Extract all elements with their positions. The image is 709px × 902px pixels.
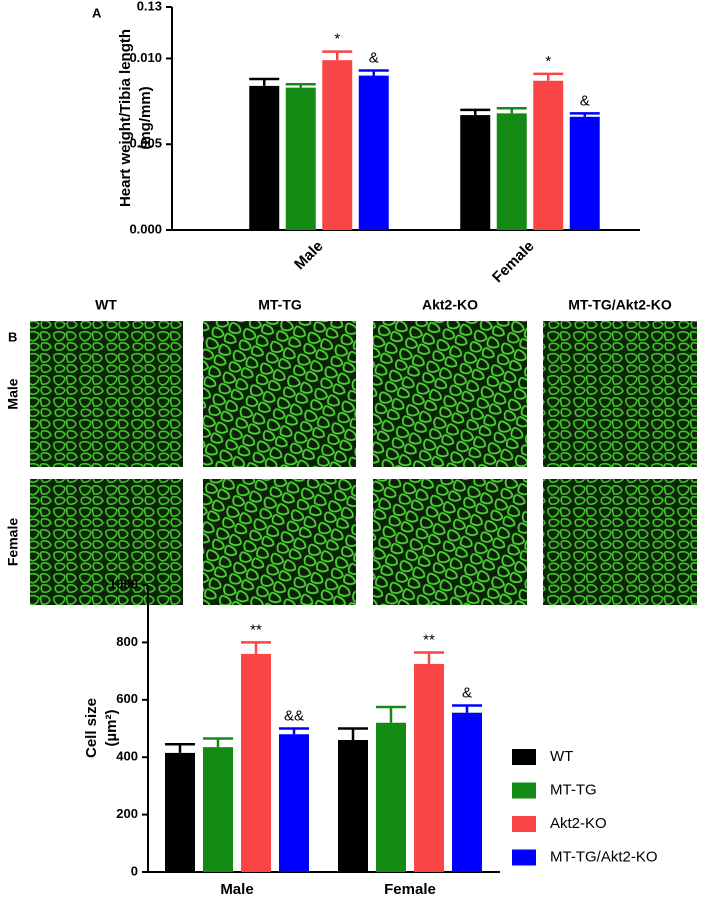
micrograph <box>373 479 527 605</box>
significance-marker: * <box>545 53 551 70</box>
error-bar <box>279 727 309 735</box>
x-tick-label: Male <box>291 238 327 274</box>
micrograph <box>543 321 697 467</box>
legend-label: MT-TG/Akt2-KO <box>550 848 658 865</box>
panel-label: A <box>92 5 102 20</box>
error-bar <box>496 106 527 114</box>
y-tick-label: 0 <box>131 863 138 878</box>
error-bar <box>376 705 406 723</box>
bar <box>533 80 564 230</box>
y-tick-label: 0.13 <box>137 0 162 13</box>
row-label: Female <box>5 518 21 566</box>
column-header: WT <box>95 297 117 313</box>
micrograph <box>203 321 356 467</box>
y-axis-label: (µm²) <box>103 710 120 747</box>
row-label: Male <box>5 378 21 409</box>
legend-label: MT-TG <box>550 781 597 798</box>
legend-label: Akt2-KO <box>550 815 607 832</box>
error-bar <box>533 72 564 81</box>
significance-marker: ** <box>250 621 262 638</box>
bar <box>496 113 527 230</box>
y-tick-label: 0.005 <box>129 136 162 151</box>
bar <box>358 75 389 230</box>
y-tick-label: 0.000 <box>129 221 162 236</box>
bar <box>460 115 491 230</box>
significance-marker: ** <box>423 631 435 648</box>
error-bar <box>452 704 482 713</box>
error-bar <box>322 50 353 61</box>
bar <box>203 747 233 872</box>
y-axis-label: (mg/mm) <box>137 86 154 149</box>
significance-marker: & <box>580 92 590 109</box>
error-bar <box>165 743 195 753</box>
micrograph <box>203 479 356 605</box>
bar <box>376 722 406 872</box>
bar <box>414 663 444 872</box>
bar <box>569 116 600 230</box>
y-tick-label: 800 <box>116 634 138 649</box>
bar <box>165 752 195 872</box>
x-tick-label: Female <box>384 881 436 898</box>
error-bar <box>285 82 316 88</box>
y-tick-label: 0.010 <box>129 50 162 65</box>
error-bar <box>569 112 600 117</box>
micrograph <box>30 479 183 605</box>
column-header: MT-TG/Akt2-KO <box>568 297 672 313</box>
micrograph <box>543 479 697 605</box>
y-tick-label: 400 <box>116 749 138 764</box>
column-header: Akt2-KO <box>422 297 478 313</box>
error-bar <box>203 737 233 748</box>
bar <box>322 60 353 230</box>
error-bar <box>338 727 368 740</box>
column-header: MT-TG <box>258 297 302 313</box>
legend-swatch <box>512 849 536 866</box>
y-tick-label: 200 <box>116 806 138 821</box>
error-bar <box>414 651 444 664</box>
y-axis-label: Heart weight/Tibia length <box>117 29 134 207</box>
legend-label: WT <box>550 748 573 765</box>
legend-swatch <box>512 749 536 765</box>
y-axis-label: Cell size <box>83 698 100 758</box>
bar <box>452 712 482 872</box>
bar <box>279 734 309 872</box>
error-bar <box>241 641 271 654</box>
y-tick-label: 600 <box>116 691 138 706</box>
y-tick-label: 1000 <box>109 576 138 591</box>
error-bar <box>460 108 491 116</box>
micrograph <box>30 321 183 467</box>
legend-swatch <box>512 816 536 832</box>
significance-marker: && <box>284 707 304 724</box>
bar <box>338 739 368 872</box>
significance-marker: & <box>462 685 472 702</box>
panel-label: B <box>8 329 17 344</box>
bar <box>285 87 316 230</box>
error-bar <box>358 69 389 76</box>
significance-marker: * <box>334 31 340 48</box>
bar <box>249 85 280 231</box>
micrograph <box>373 321 527 467</box>
micrograph-grid: WT MT-TG Akt2-KO MT-TG/Akt2-KO Male Fema… <box>5 297 697 605</box>
x-tick-label: Male <box>220 881 253 898</box>
significance-marker: & <box>369 49 379 66</box>
legend-swatch <box>512 782 536 799</box>
error-bar <box>249 77 280 86</box>
bar <box>241 653 271 872</box>
x-tick-label: Female <box>489 238 538 287</box>
